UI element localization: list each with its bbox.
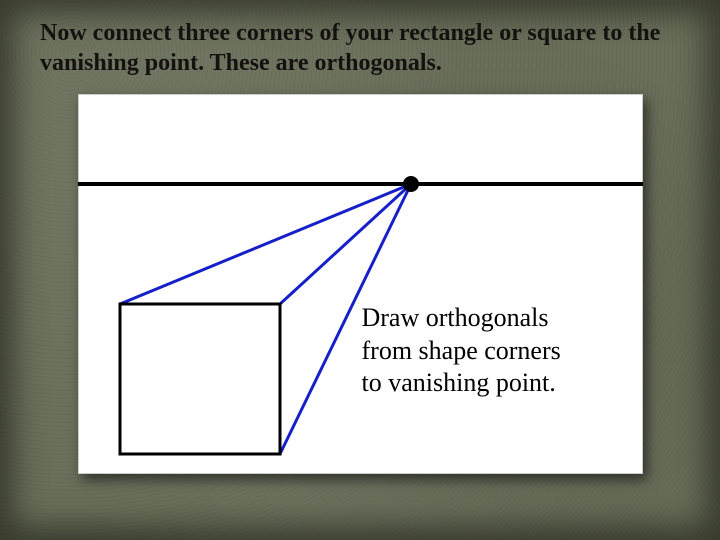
figure-caption: Draw orthogonals from shape corners to v… (362, 302, 561, 400)
front-square (120, 304, 280, 454)
instruction-title: Now connect three corners of your rectan… (40, 18, 680, 78)
slide: Now connect three corners of your rectan… (0, 0, 720, 540)
orthogonals-figure: Draw orthogonals from shape corners to v… (78, 94, 643, 474)
vanishing-point-dot (403, 176, 419, 192)
perspective-diagram-svg (78, 94, 643, 474)
orthogonal-line (120, 184, 411, 304)
orthogonal-line (280, 184, 411, 304)
